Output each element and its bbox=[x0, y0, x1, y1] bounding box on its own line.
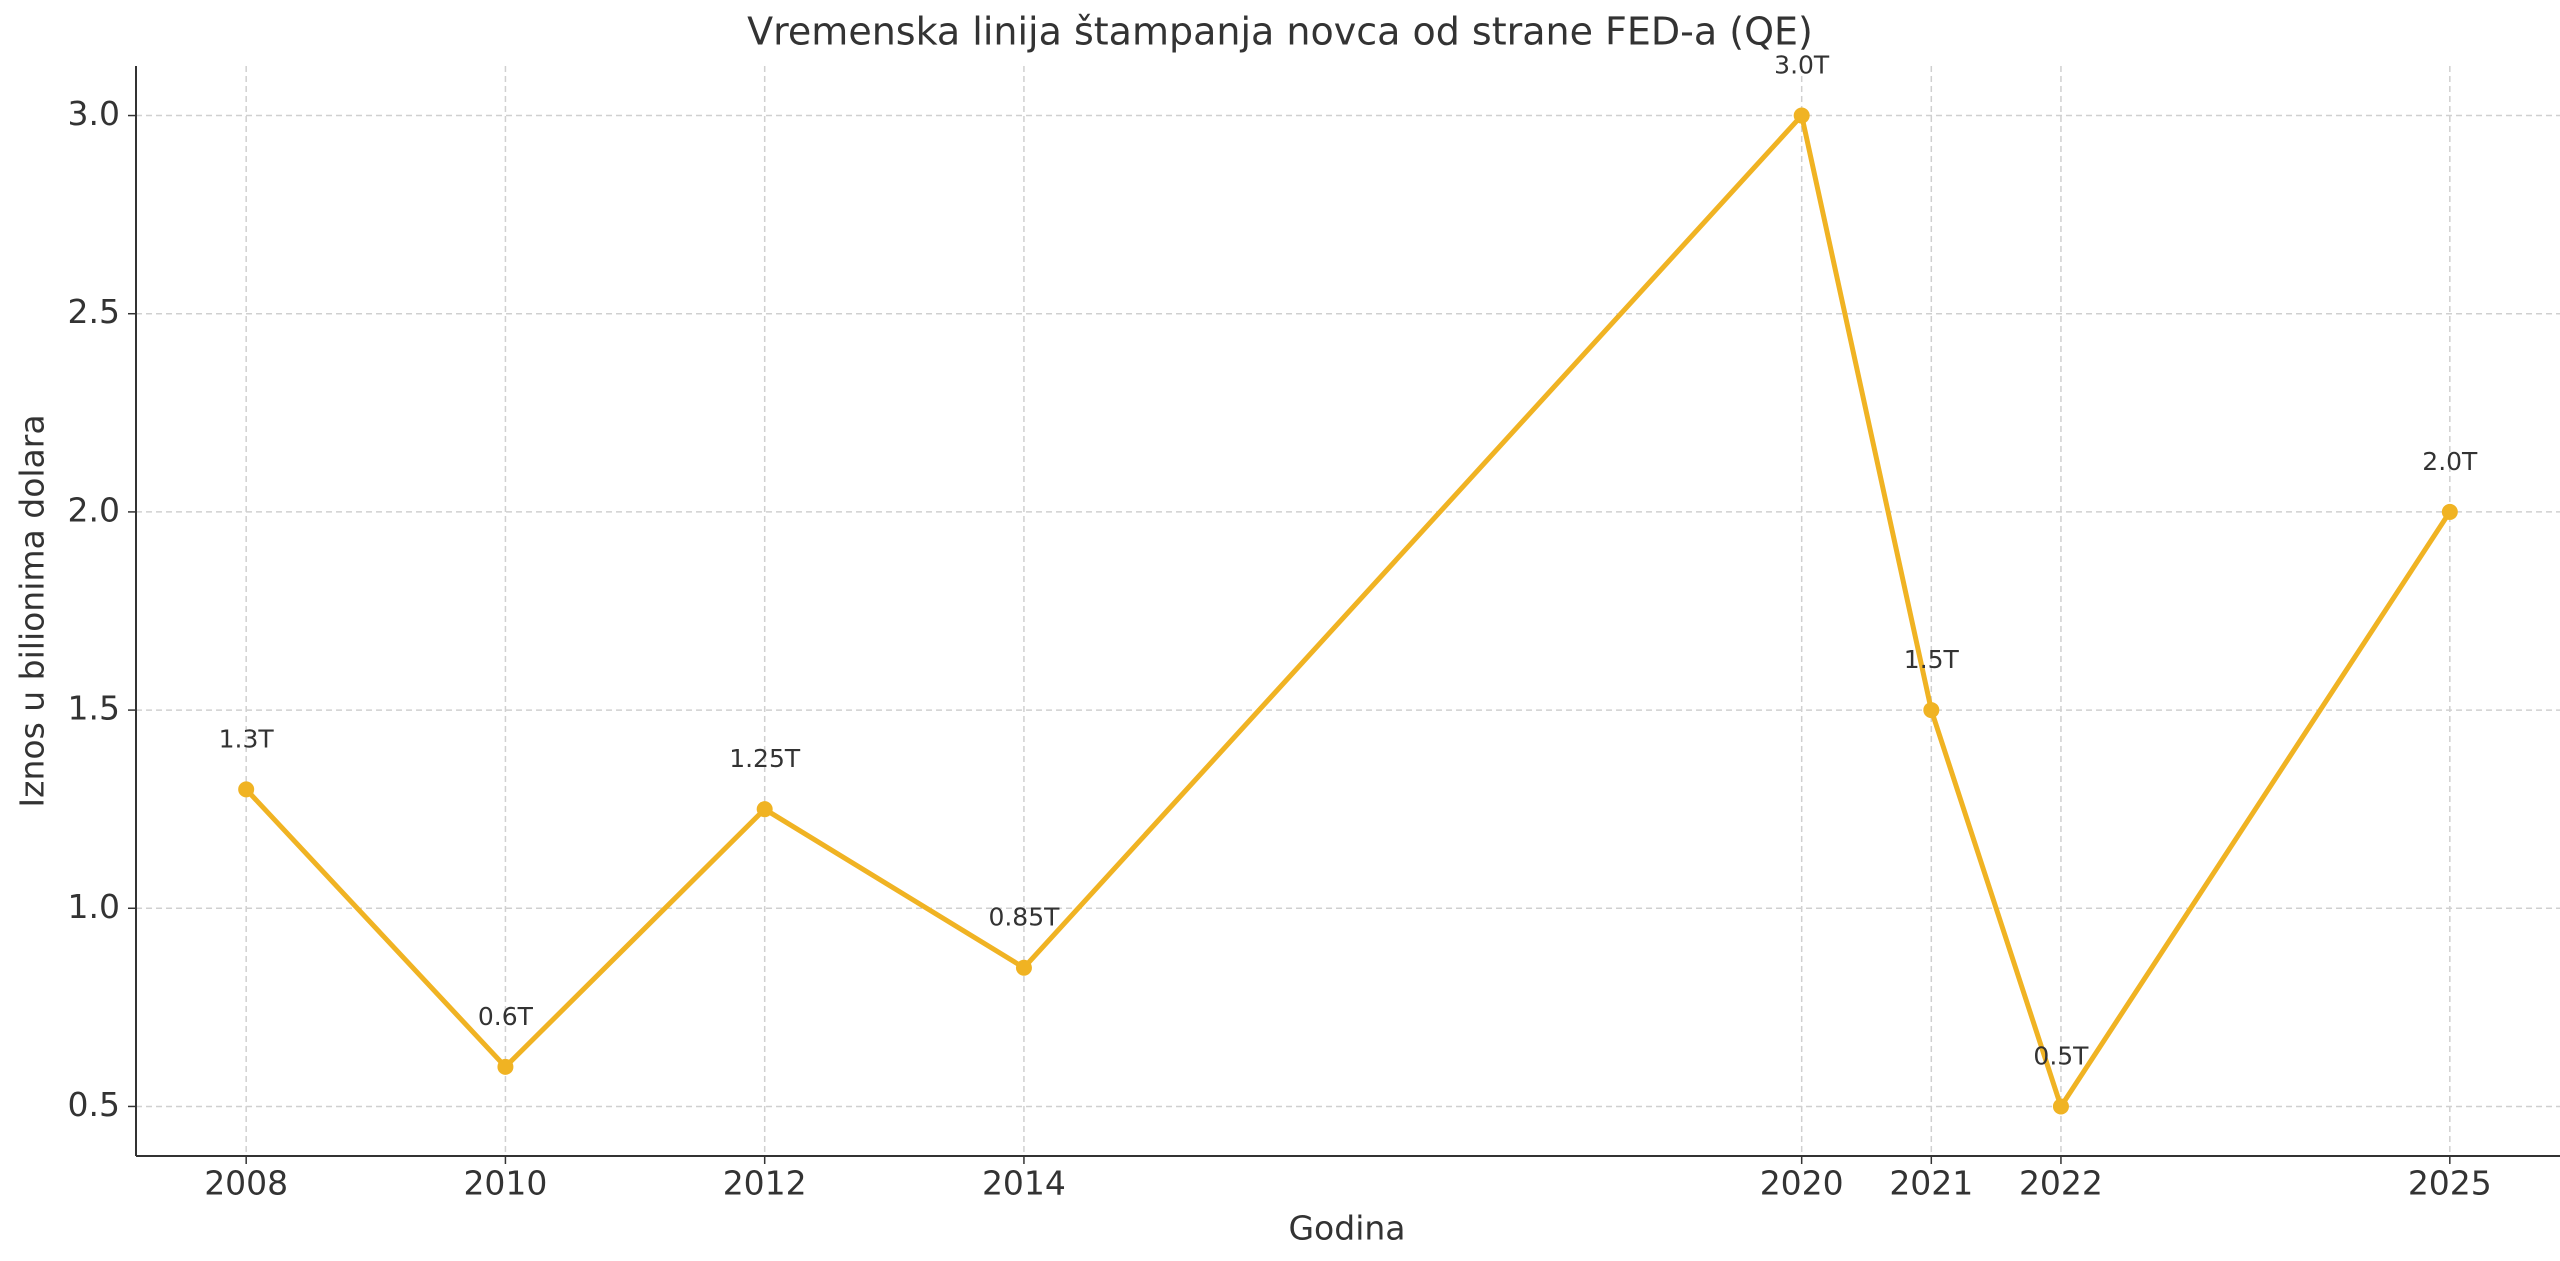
x-tick-label: 2020 bbox=[1760, 1164, 1844, 1203]
x-tick-label: 2012 bbox=[723, 1164, 807, 1203]
x-tick-label: 2021 bbox=[1889, 1164, 1973, 1203]
x-tick-label: 2025 bbox=[2408, 1164, 2492, 1203]
y-axis-label: Iznos u bilionima dolara bbox=[13, 414, 52, 807]
x-tick-label: 2014 bbox=[982, 1164, 1066, 1203]
y-tick-label: 3.0 bbox=[68, 94, 120, 133]
data-label: 0.85T bbox=[988, 903, 1060, 932]
point bbox=[2052, 1098, 2069, 1115]
chart-title: Vremenska linija štampanja novca od stra… bbox=[747, 10, 1813, 54]
x-tick-label: 2008 bbox=[204, 1164, 288, 1203]
y-tick-label: 1.0 bbox=[68, 887, 120, 926]
x-axis-label: Godina bbox=[1288, 1209, 1405, 1248]
point bbox=[1923, 702, 1940, 719]
data-label: 3.0T bbox=[1774, 51, 1830, 80]
line bbox=[244, 113, 2452, 1109]
point bbox=[1793, 107, 1810, 124]
point bbox=[238, 781, 255, 798]
y-tick-label: 1.5 bbox=[68, 689, 120, 728]
data-label: 2.0T bbox=[2422, 447, 2478, 476]
point bbox=[497, 1058, 514, 1075]
x-tick-label: 2010 bbox=[463, 1164, 547, 1203]
y-tick-label: 2.0 bbox=[68, 490, 120, 529]
data-label: 1.5T bbox=[1904, 645, 1960, 674]
y-tick-label: 0.5 bbox=[68, 1085, 120, 1124]
y-tick-label: 2.5 bbox=[68, 292, 120, 331]
point bbox=[756, 801, 773, 818]
data-label: 0.6T bbox=[478, 1002, 534, 1031]
x-tick-label: 2022 bbox=[2019, 1164, 2103, 1203]
data-label: 0.5T bbox=[2033, 1041, 2089, 1070]
point bbox=[1015, 959, 1032, 976]
data-label: 1.25T bbox=[729, 744, 801, 773]
data-label: 1.3T bbox=[219, 724, 275, 753]
point bbox=[2441, 503, 2458, 520]
